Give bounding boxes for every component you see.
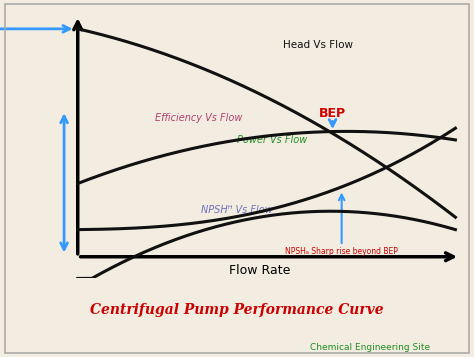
Text: Efficiency Vs Flow: Efficiency Vs Flow	[155, 113, 243, 123]
Text: NPSHₐ Sharp rise beyond BEP: NPSHₐ Sharp rise beyond BEP	[285, 247, 398, 256]
Text: NPSHᴴ Vs Flow: NPSHᴴ Vs Flow	[201, 205, 273, 215]
Text: BEP: BEP	[319, 107, 346, 120]
Text: Flow Rate: Flow Rate	[229, 264, 291, 277]
Text: Centrifugal Pump Performance Curve: Centrifugal Pump Performance Curve	[90, 303, 384, 317]
Text: Chemical Engineering Site: Chemical Engineering Site	[310, 343, 430, 352]
Text: Power Vs Flow: Power Vs Flow	[237, 135, 307, 145]
Text: Head Vs Flow: Head Vs Flow	[283, 40, 353, 50]
